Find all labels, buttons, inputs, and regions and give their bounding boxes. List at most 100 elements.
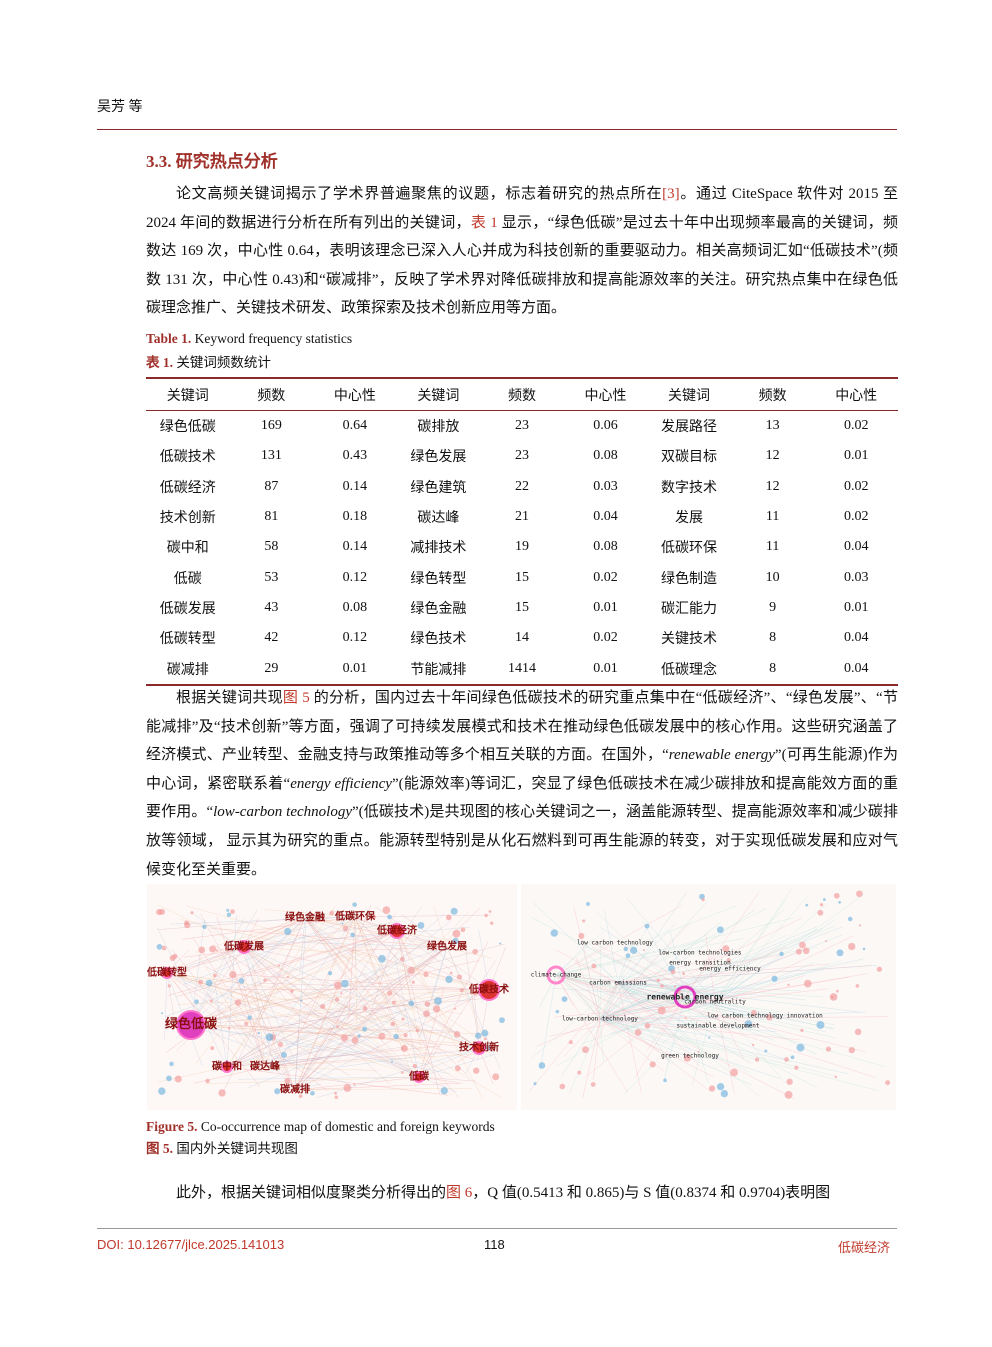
domestic-keyword: 绿色金融 [285, 910, 325, 923]
table-cell: 低碳环保 [661, 541, 718, 557]
network-node [327, 971, 333, 976]
network-node [701, 898, 705, 902]
reference-link: 图 6 [446, 1185, 473, 1201]
network-edge [387, 987, 480, 1049]
network-node [630, 946, 638, 954]
network-node [172, 953, 178, 959]
table-cell: 23 [514, 418, 529, 434]
network-edge [242, 951, 296, 1091]
network-edge [372, 989, 490, 1051]
network-edge [190, 1024, 351, 1086]
keyword-table: 关键词 频数 中心性 关键词 频数 中心性 关键词 频数 中心性 绿色低碳 169 0.64 碳排放 23… [146, 377, 898, 686]
network-edge [617, 908, 767, 984]
network-node [167, 984, 171, 988]
network-edge [248, 989, 490, 1088]
network-edge [575, 957, 601, 1020]
table-cell: 0.04 [814, 653, 898, 686]
network-node [771, 975, 778, 982]
network-edge [617, 982, 818, 1089]
network-edge [714, 1001, 786, 1084]
table-cell: 21 [514, 509, 529, 525]
network-edge [684, 892, 760, 998]
network-edge [234, 974, 490, 991]
domestic-keyword: 低碳 [408, 1069, 430, 1082]
table-cell: 10 [765, 569, 780, 585]
table-caption-en: Table 1. Keyword frequency statistics [146, 331, 352, 347]
table-cell: 0.04 [843, 630, 869, 646]
network-edge [166, 972, 475, 1060]
network-edge [195, 950, 266, 1068]
panel-domestic [147, 884, 517, 1110]
network-edge [264, 916, 356, 1050]
network-edge [355, 946, 448, 1031]
network-edge [418, 1076, 459, 1083]
network-edge [304, 917, 383, 981]
column-header: 中心性 [563, 377, 648, 411]
domestic-keyword: 碳减排 [280, 1082, 310, 1095]
table-cell: 0.01 [593, 599, 618, 615]
table-cell: 13 [765, 418, 780, 434]
network-edge [599, 1018, 781, 1079]
network-node [803, 979, 812, 988]
network-node [835, 989, 839, 993]
table-row: 碳中和 58 0.14 减排技术 19 0.08 低碳环保 11 0.04 [146, 532, 898, 562]
network-node [210, 1046, 215, 1051]
network-edge [714, 1001, 735, 1095]
network-node [320, 1003, 326, 1010]
network-node [885, 1080, 891, 1086]
network-node [432, 1005, 441, 1013]
network-edge [555, 937, 745, 976]
table-cell: 22 [514, 478, 529, 494]
network-edge [253, 1035, 266, 1068]
network-node [378, 954, 386, 963]
network-edge [617, 982, 823, 998]
network-edge [573, 962, 619, 984]
header-rule [97, 129, 897, 130]
table-cell: 0.08 [342, 599, 368, 615]
hub-node [237, 940, 251, 954]
hub-node [176, 1010, 206, 1040]
network-node [490, 921, 494, 925]
network-edge [599, 1018, 714, 1078]
network-node [263, 978, 267, 982]
network-node [174, 1075, 182, 1083]
network-edge [190, 965, 426, 1026]
network-node [334, 981, 342, 990]
network-edge [555, 974, 837, 1039]
network-edge [573, 905, 601, 1020]
network-node [284, 1077, 291, 1084]
network-node [559, 1083, 566, 1090]
network-edge [166, 940, 296, 974]
network-node [284, 927, 292, 935]
network-edge [540, 974, 557, 1071]
network-edge [272, 989, 490, 1044]
network-node [161, 945, 167, 951]
foreign-keyword: low carbon technology [577, 940, 653, 947]
network-node [424, 1001, 431, 1007]
domestic-keyword: 低碳转型 [147, 965, 187, 978]
table-cell: 11 [765, 539, 780, 555]
text-run: renewable energy [668, 747, 775, 764]
table-cell: 绿色低碳 [159, 420, 216, 436]
network-node [454, 1007, 457, 1010]
network-node [644, 923, 650, 929]
network-edge [294, 950, 442, 1091]
network-edge [294, 1072, 332, 1091]
table-cell: 0.02 [843, 509, 869, 525]
table-cell: 低碳转型 [159, 632, 216, 648]
network-edge [684, 929, 818, 998]
table-cell: 58 [264, 539, 279, 555]
network-edge [599, 1018, 800, 1041]
table-row: 低碳经济 87 0.14 绿色建筑 22 0.03 数字技术 12 0.02 [146, 472, 898, 502]
paragraph: 论文高频关键词揭示了学术界普遍聚焦的议题，标志着研究的热点所在[3]。通过 Ci… [146, 180, 898, 323]
network-node [744, 1020, 753, 1028]
table-cell: 8 [769, 630, 777, 646]
network-node [277, 964, 281, 967]
network-node [280, 1051, 287, 1058]
network-edge [226, 906, 335, 1068]
network-edge [205, 1076, 420, 1084]
foreign-keyword: low-carbon technologies [658, 950, 741, 957]
network-node [449, 971, 453, 975]
network-node [779, 951, 784, 957]
paragraph: 此外，根据关键词相似度聚类分析得出的图 6，Q 值(0.5413 和 0.865… [146, 1179, 898, 1208]
